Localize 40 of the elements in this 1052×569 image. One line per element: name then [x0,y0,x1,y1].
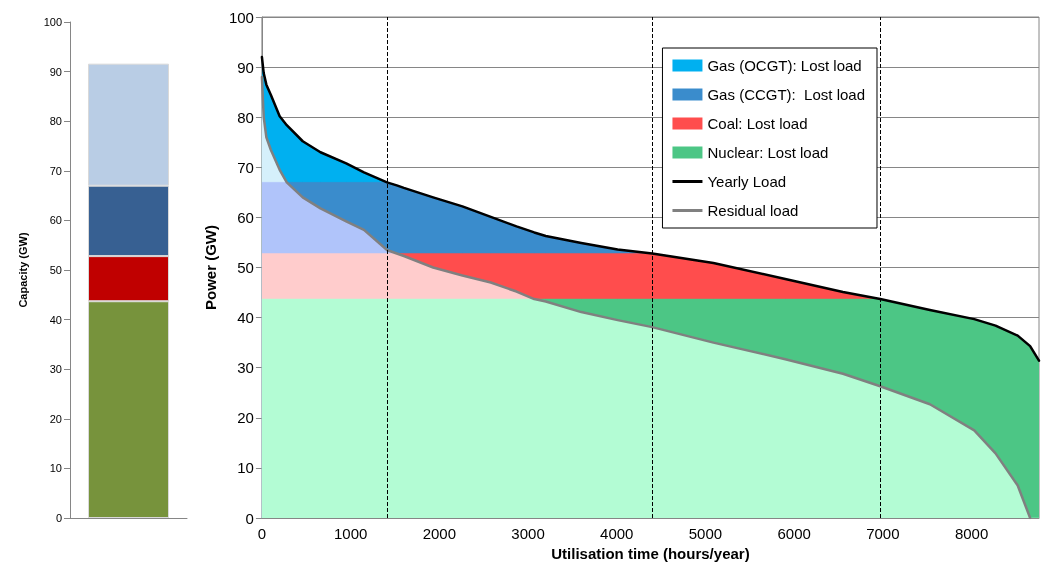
y-tick-label: 0 [245,509,254,527]
x-tick-label: 2000 [422,525,457,542]
x-tick-label: 4000 [600,525,634,542]
y-tick-label: 30 [49,363,62,376]
x-axis-title: Utilisation time (hours/year) [551,544,750,562]
y-tick-label: 90 [237,58,254,76]
legend-label: Gas (OCGT): Lost load [707,57,862,74]
legend-label: Coal: Lost load [707,115,808,132]
y-tick-label: 70 [237,158,254,176]
x-tick-label: 6000 [777,525,811,542]
y-axis-title: Capacity (GW) [16,232,29,308]
x-tick-label: 8000 [954,525,989,542]
y-tick-label: 0 [55,512,62,524]
y-tick-label: 90 [49,65,62,78]
y-tick-label: 60 [237,208,254,226]
y-tick-label: 40 [237,309,254,327]
y-tick-label: 50 [237,259,254,276]
y-tick-label: 80 [237,108,254,126]
legend-label: Residual load [707,202,799,219]
x-tick-label: 5000 [688,525,723,542]
y-tick-label: 10 [237,459,254,477]
y-tick-label: 80 [49,115,62,128]
x-tick-label: 7000 [866,525,900,542]
y-tick-label: 50 [49,264,62,276]
x-tick-label: 0 [257,525,267,542]
y-tick-label: 40 [49,313,62,326]
y-tick-label: 60 [49,214,62,227]
y-tick-label: 20 [237,409,254,427]
y-axis-title: Power (GW) [202,225,219,310]
y-tick-label: 70 [49,164,62,177]
y-tick-label: 100 [228,8,254,26]
y-tick-label: 10 [49,462,62,475]
x-tick-label: 1000 [333,525,368,542]
y-tick-label: 20 [49,412,62,425]
legend-label: Nuclear: Lost load [707,144,829,161]
legend-label: Yearly Load [707,173,787,190]
x-tick-label: 3000 [511,525,545,542]
y-tick-label: 100 [43,16,62,28]
legend-label: Gas (CCGT): Lost load [707,86,865,103]
y-tick-label: 30 [237,359,254,377]
